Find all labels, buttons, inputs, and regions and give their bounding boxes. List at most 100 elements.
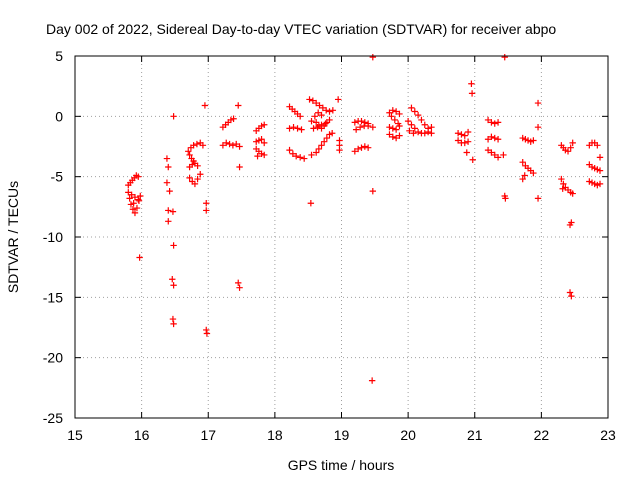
data-point xyxy=(491,134,498,142)
data-point xyxy=(454,137,462,144)
data-point xyxy=(233,140,240,148)
data-point xyxy=(308,117,315,125)
y-tick-label: 5 xyxy=(55,48,63,64)
data-point xyxy=(169,276,176,283)
data-point xyxy=(392,108,400,115)
data-point xyxy=(137,192,144,200)
x-tick-label: 16 xyxy=(134,427,150,443)
data-point xyxy=(364,144,372,151)
data-point xyxy=(464,138,472,145)
data-point xyxy=(558,175,565,183)
data-point xyxy=(203,326,210,334)
data-point xyxy=(236,143,243,150)
data-point xyxy=(336,146,343,154)
data-point xyxy=(128,191,135,198)
data-point xyxy=(235,279,242,287)
data-point xyxy=(290,123,297,131)
data-point xyxy=(129,206,137,213)
data-point xyxy=(560,180,567,188)
data-point xyxy=(469,156,476,163)
data-point xyxy=(199,142,207,149)
data-point xyxy=(135,197,143,204)
data-point xyxy=(261,151,268,159)
x-tick-label: 22 xyxy=(534,427,550,443)
y-axis-label: SDTVAR / TECUs xyxy=(5,181,21,293)
data-point xyxy=(163,155,171,162)
x-tick-labels: 15 16 17 18 19 20 21 22 23 xyxy=(67,427,616,443)
data-point xyxy=(567,144,574,151)
data-point xyxy=(386,109,393,116)
data-point xyxy=(391,116,398,124)
data-point xyxy=(136,254,143,261)
data-point xyxy=(464,128,472,136)
data-point xyxy=(296,113,304,120)
data-point xyxy=(428,130,435,137)
data-point xyxy=(186,174,193,182)
data-point xyxy=(500,151,507,159)
data-point xyxy=(568,292,575,300)
data-point xyxy=(502,195,509,202)
data-point xyxy=(165,218,172,225)
data-point xyxy=(488,149,495,156)
chart-title: Day 002 of 2022, Sidereal Day-to-day VTE… xyxy=(46,21,556,37)
data-point xyxy=(261,139,268,147)
data-point xyxy=(310,125,317,132)
data-point xyxy=(386,123,393,131)
data-point xyxy=(318,142,325,149)
data-point xyxy=(286,146,293,154)
data-point xyxy=(170,242,177,249)
data-point xyxy=(521,172,528,179)
data-point xyxy=(312,99,320,107)
data-point xyxy=(414,128,422,136)
data-point xyxy=(320,138,328,145)
data-point xyxy=(296,154,304,161)
data-point xyxy=(186,151,193,159)
data-point xyxy=(494,136,502,143)
y-tick-label: -15 xyxy=(43,289,63,305)
data-point xyxy=(352,126,360,133)
data-point xyxy=(534,99,542,107)
data-point xyxy=(258,136,265,143)
data-point xyxy=(568,219,575,226)
data-point xyxy=(421,121,428,128)
data-point xyxy=(197,171,204,178)
data-point xyxy=(351,119,359,126)
data-point xyxy=(194,162,201,170)
data-point xyxy=(494,154,502,161)
data-point xyxy=(408,121,415,128)
data-point xyxy=(289,150,297,157)
data-point xyxy=(298,126,305,133)
x-tick-label: 19 xyxy=(334,427,350,443)
data-point xyxy=(519,175,526,183)
data-point xyxy=(306,96,313,103)
data-point xyxy=(488,133,495,141)
data-point xyxy=(594,142,601,149)
data-point xyxy=(389,133,397,141)
data-point xyxy=(358,144,365,151)
data-point xyxy=(418,116,425,124)
x-tick-label: 17 xyxy=(200,427,216,443)
data-point xyxy=(501,54,508,61)
data-point xyxy=(569,139,576,147)
data-point xyxy=(125,189,132,196)
x-tick-label: 15 xyxy=(67,427,83,443)
grid xyxy=(75,56,608,418)
data-point xyxy=(386,131,393,138)
data-point xyxy=(410,130,417,137)
data-point xyxy=(133,204,141,212)
data-point xyxy=(411,125,418,132)
data-point xyxy=(388,113,395,120)
data-point xyxy=(484,116,492,124)
data-point xyxy=(322,120,329,127)
data-point xyxy=(414,111,422,119)
data-point xyxy=(428,123,435,131)
x-tick-label: 23 xyxy=(600,427,616,443)
data-point xyxy=(219,142,227,149)
data-point xyxy=(424,128,432,136)
data-point xyxy=(356,123,364,131)
data-point xyxy=(519,158,526,166)
data-point xyxy=(223,139,230,147)
data-point xyxy=(534,195,542,202)
x-tick-label: 20 xyxy=(400,427,416,443)
